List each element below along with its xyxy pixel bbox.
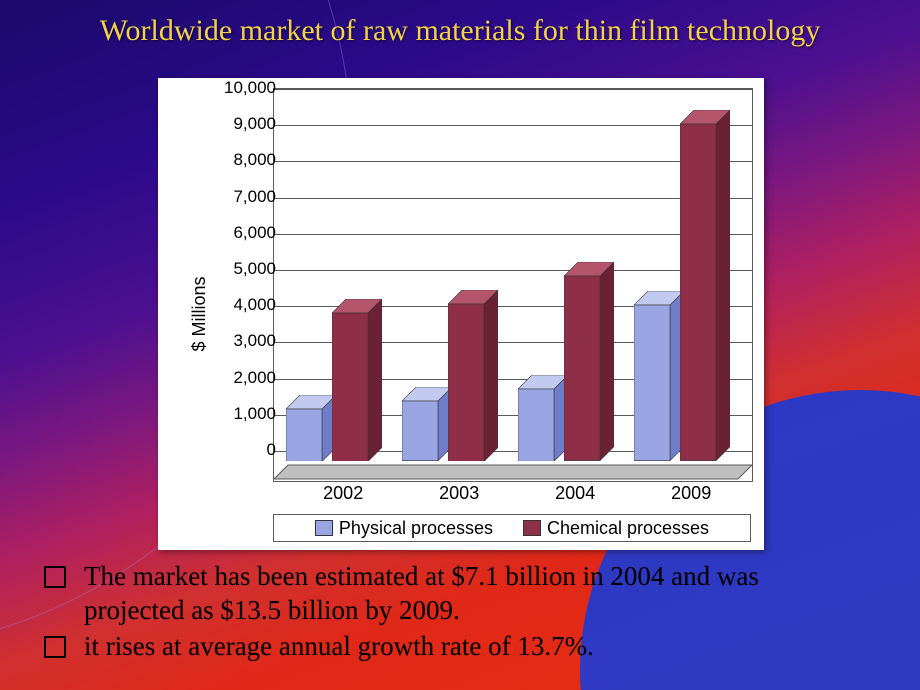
y-tick-label: 6,000 — [211, 223, 276, 243]
y-tick-label: 2,000 — [211, 368, 276, 388]
bullet-text: it rises at average annual growth rate o… — [84, 630, 860, 664]
bar — [564, 262, 614, 461]
y-tick-label: 7,000 — [211, 187, 276, 207]
bar — [286, 395, 336, 461]
bar — [332, 299, 382, 461]
chart-container: $ Millions 0 1,000 2,000 3,000 4,000 5,000 6,0… — [158, 78, 764, 550]
y-tick-label: 8,000 — [211, 150, 276, 170]
slide-title: Worldwide market of raw materials for th… — [0, 14, 920, 48]
legend-label: Physical processes — [339, 518, 493, 539]
bar — [680, 110, 730, 461]
chart-legend: Physical processes Chemical processes — [273, 514, 751, 542]
bar — [448, 290, 498, 461]
y-tick-label: 1,000 — [211, 404, 276, 424]
y-tick-label: 4,000 — [211, 295, 276, 315]
list-item: it rises at average annual growth rate o… — [44, 630, 860, 664]
y-tick-label: 10,000 — [211, 78, 276, 98]
list-item: The market has been estimated at $7.1 bi… — [44, 560, 860, 628]
bullet-icon — [44, 636, 66, 658]
x-tick-label: 2003 — [401, 483, 517, 504]
legend-swatch-icon — [315, 520, 333, 536]
x-tick-label: 2004 — [517, 483, 633, 504]
bar — [518, 375, 568, 461]
bullet-icon — [44, 566, 66, 588]
x-tick-label: 2009 — [633, 483, 749, 504]
chart-plot-area — [273, 88, 753, 482]
y-tick-label: 3,000 — [211, 331, 276, 351]
legend-item-physical: Physical processes — [315, 518, 493, 539]
gridline — [274, 89, 752, 90]
legend-swatch-icon — [523, 520, 541, 536]
y-tick-label: 0 — [211, 440, 276, 460]
legend-label: Chemical processes — [547, 518, 709, 539]
bullet-list: The market has been estimated at $7.1 bi… — [44, 560, 860, 665]
legend-item-chemical: Chemical processes — [523, 518, 709, 539]
bar — [402, 387, 452, 461]
slide: Worldwide market of raw materials for th… — [0, 0, 920, 690]
x-tick-label: 2002 — [285, 483, 401, 504]
chart-y-axis-label: $ Millions — [189, 276, 210, 351]
y-tick-label: 5,000 — [211, 259, 276, 279]
y-tick-label: 9,000 — [211, 114, 276, 134]
bullet-text: The market has been estimated at $7.1 bi… — [84, 560, 860, 628]
bar — [634, 291, 684, 461]
